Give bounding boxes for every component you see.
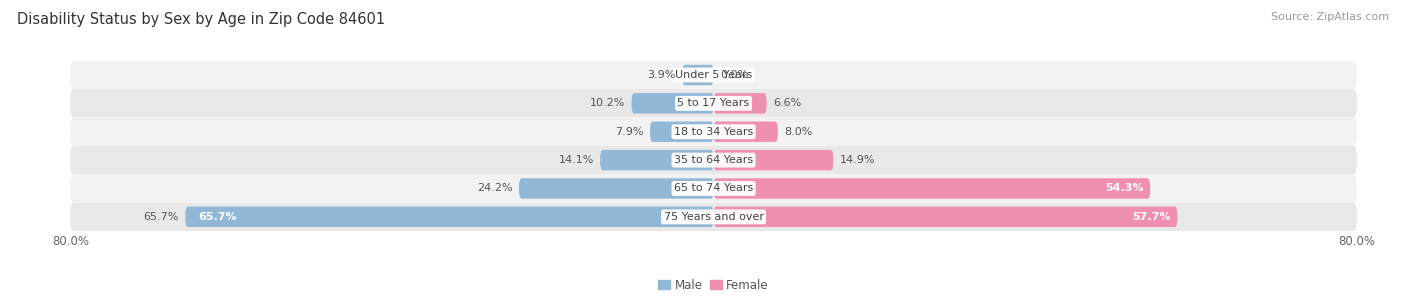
FancyBboxPatch shape bbox=[70, 174, 1357, 203]
FancyBboxPatch shape bbox=[713, 207, 1177, 227]
FancyBboxPatch shape bbox=[70, 203, 1357, 231]
Text: 35 to 64 Years: 35 to 64 Years bbox=[673, 155, 754, 165]
FancyBboxPatch shape bbox=[713, 122, 778, 142]
FancyBboxPatch shape bbox=[682, 65, 713, 85]
Text: 24.2%: 24.2% bbox=[477, 184, 513, 193]
FancyBboxPatch shape bbox=[713, 178, 1150, 199]
Text: Under 5 Years: Under 5 Years bbox=[675, 70, 752, 80]
Text: 65 to 74 Years: 65 to 74 Years bbox=[673, 184, 754, 193]
FancyBboxPatch shape bbox=[713, 93, 766, 114]
FancyBboxPatch shape bbox=[650, 122, 713, 142]
Legend: Male, Female: Male, Female bbox=[654, 274, 773, 297]
Text: 10.2%: 10.2% bbox=[589, 98, 626, 108]
FancyBboxPatch shape bbox=[600, 150, 713, 170]
Text: 57.7%: 57.7% bbox=[1133, 212, 1171, 222]
FancyBboxPatch shape bbox=[186, 207, 713, 227]
Text: 65.7%: 65.7% bbox=[143, 212, 179, 222]
FancyBboxPatch shape bbox=[70, 146, 1357, 174]
FancyBboxPatch shape bbox=[70, 118, 1357, 146]
Text: Disability Status by Sex by Age in Zip Code 84601: Disability Status by Sex by Age in Zip C… bbox=[17, 12, 385, 27]
Text: 3.9%: 3.9% bbox=[647, 70, 676, 80]
Text: Source: ZipAtlas.com: Source: ZipAtlas.com bbox=[1271, 12, 1389, 22]
Text: 14.1%: 14.1% bbox=[558, 155, 593, 165]
Text: 7.9%: 7.9% bbox=[614, 127, 644, 137]
Text: 65.7%: 65.7% bbox=[198, 212, 236, 222]
FancyBboxPatch shape bbox=[70, 89, 1357, 118]
Text: 54.3%: 54.3% bbox=[1105, 184, 1143, 193]
Text: 5 to 17 Years: 5 to 17 Years bbox=[678, 98, 749, 108]
Text: 18 to 34 Years: 18 to 34 Years bbox=[673, 127, 754, 137]
Text: 14.9%: 14.9% bbox=[839, 155, 876, 165]
FancyBboxPatch shape bbox=[713, 150, 834, 170]
Text: 8.0%: 8.0% bbox=[785, 127, 813, 137]
Text: 0.0%: 0.0% bbox=[720, 70, 748, 80]
Text: 6.6%: 6.6% bbox=[773, 98, 801, 108]
FancyBboxPatch shape bbox=[519, 178, 713, 199]
FancyBboxPatch shape bbox=[631, 93, 713, 114]
FancyBboxPatch shape bbox=[70, 61, 1357, 89]
Text: 75 Years and over: 75 Years and over bbox=[664, 212, 763, 222]
